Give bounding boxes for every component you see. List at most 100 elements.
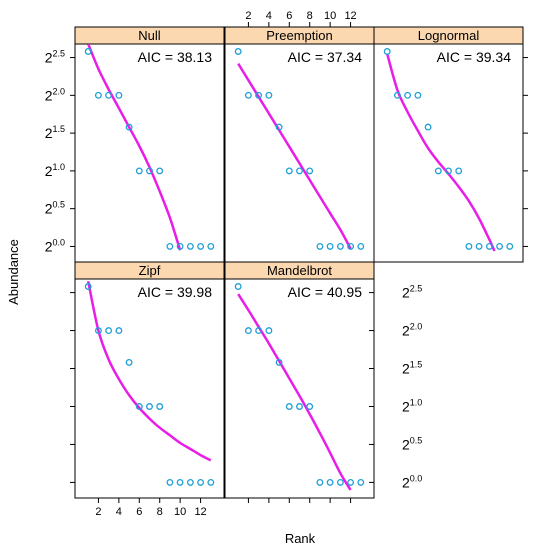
data-point — [485, 242, 493, 250]
data-point — [207, 478, 215, 486]
x-tick-label: 8 — [157, 506, 163, 518]
data-point — [336, 478, 344, 486]
data-point — [424, 123, 432, 131]
data-point — [393, 91, 401, 99]
fitted-curve — [237, 293, 352, 491]
data-point — [347, 478, 355, 486]
x-tick-label: 2 — [95, 506, 101, 518]
x-tick-label: 8 — [307, 10, 313, 22]
panel-lognormal: Lognormal AIC = 39.34 — [373, 26, 524, 263]
y-tick-label: 20.5 — [45, 200, 65, 217]
data-point — [306, 403, 314, 410]
y-tick-label: 20.5 — [402, 435, 422, 452]
y-tick-label: 22.5 — [45, 49, 65, 66]
data-point — [186, 242, 194, 250]
data-point — [135, 403, 143, 410]
fitted-curve — [237, 62, 352, 250]
data-point — [84, 283, 92, 290]
axes-layer: 2 4 6 8 10 12 2 4 6 8 10 12 20.0 20.5 21.0 21.5 22.0 22.5… — [45, 10, 528, 518]
panel-title: Lognormal — [418, 28, 480, 43]
y-tick-label: 21.5 — [402, 360, 422, 377]
data-point — [455, 167, 463, 175]
data-point — [306, 167, 314, 175]
data-point — [176, 478, 184, 486]
panel-title: Mandelbrot — [267, 263, 332, 278]
data-point — [197, 242, 205, 250]
data-point — [84, 48, 92, 55]
data-point — [296, 167, 303, 175]
data-point — [316, 478, 324, 486]
data-point — [414, 91, 422, 99]
data-point — [244, 91, 252, 99]
data-point — [265, 91, 273, 99]
data-point — [94, 327, 102, 335]
data-point — [244, 327, 252, 335]
panel-frame — [74, 278, 225, 499]
data-point — [115, 91, 123, 99]
data-point — [445, 167, 452, 175]
data-point — [285, 167, 293, 175]
data-point — [296, 403, 303, 410]
x-tick-label: 12 — [194, 506, 206, 518]
x-tick-label: 10 — [174, 506, 186, 518]
y-tick-label: 22.0 — [402, 322, 422, 339]
y-axis-title: Abundance — [6, 239, 21, 305]
panel-zipf: Zipf AIC = 39.98 — [74, 261, 225, 499]
data-point — [115, 327, 123, 335]
data-point — [506, 242, 514, 250]
data-point — [404, 91, 412, 99]
panels-layer: Null AIC = 38.13 Preemption AIC = 37.34 Logn… — [74, 26, 524, 499]
x-tick-label: 4 — [266, 10, 272, 22]
x-axis-title: Rank — [285, 531, 316, 546]
x-tick-label: 2 — [245, 10, 251, 22]
data-point — [94, 91, 102, 99]
panel-frame — [74, 43, 225, 263]
data-point — [197, 478, 205, 486]
data-point — [234, 283, 242, 290]
aic-label: AIC = 39.34 — [437, 49, 512, 65]
data-point — [496, 242, 504, 250]
data-point — [234, 48, 242, 55]
x-tick-label: 4 — [116, 506, 122, 518]
y-tick-label: 21.5 — [45, 124, 65, 141]
data-point — [275, 123, 283, 131]
x-tick-label: 12 — [344, 10, 356, 22]
panel-frame — [373, 43, 524, 263]
data-point — [326, 242, 334, 250]
data-point — [125, 123, 133, 131]
data-point — [156, 167, 164, 175]
panel-preemption: Preemption AIC = 37.34 — [224, 26, 375, 263]
y-tick-label: 22.5 — [402, 284, 422, 301]
y-tick-label: 20.0 — [45, 237, 65, 254]
aic-label: AIC = 37.34 — [288, 49, 363, 65]
panel-title: Null — [138, 28, 161, 43]
panel-null: Null AIC = 38.13 — [74, 26, 225, 263]
data-point — [176, 242, 184, 250]
data-point — [475, 242, 483, 250]
data-point — [105, 91, 113, 99]
data-point — [146, 167, 153, 175]
data-point — [207, 242, 215, 250]
x-tick-label: 6 — [136, 506, 142, 518]
aic-label: AIC = 40.95 — [288, 284, 363, 300]
panel-title: Zipf — [139, 263, 161, 278]
data-point — [135, 167, 143, 175]
x-tick-label: 10 — [324, 10, 336, 22]
fitted-curve — [385, 53, 496, 252]
y-tick-label: 20.0 — [402, 473, 422, 490]
aic-label: AIC = 38.13 — [138, 49, 213, 65]
fitted-curve — [87, 44, 182, 251]
data-point — [265, 327, 273, 335]
data-point — [316, 242, 324, 250]
data-point — [347, 242, 355, 250]
data-point — [434, 167, 442, 175]
y-tick-label: 21.0 — [45, 162, 65, 179]
data-point — [105, 327, 113, 335]
y-tick-label: 22.0 — [45, 86, 65, 103]
data-point — [285, 403, 293, 410]
panel-title: Preemption — [266, 28, 332, 43]
data-point — [156, 403, 164, 410]
fitted-curve — [86, 280, 212, 462]
data-point — [255, 327, 263, 335]
data-point — [357, 242, 365, 250]
